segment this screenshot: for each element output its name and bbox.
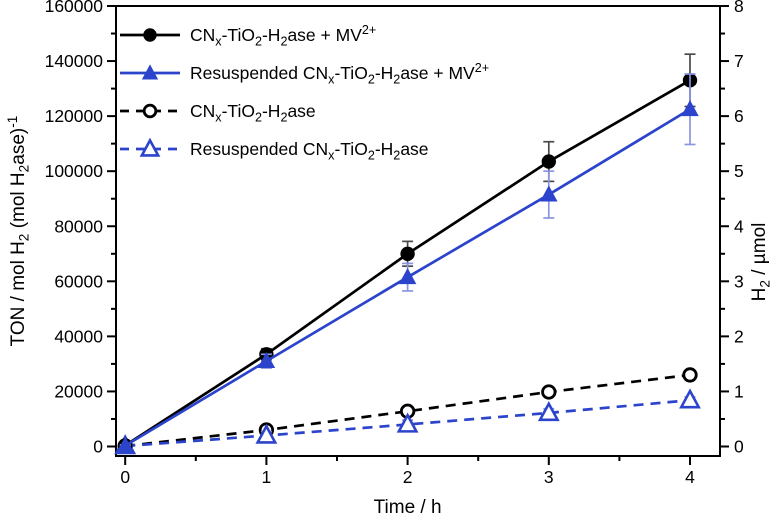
plot-frame — [115, 5, 721, 457]
y-right-tick-label: 8 — [734, 0, 744, 16]
y-right-tick-label: 7 — [734, 51, 744, 71]
data-point-marker — [139, 137, 161, 157]
x-axis-tick-label: 4 — [685, 467, 695, 487]
legend: CNx-TiO2-H2ase + MV2+ Resuspended CNx-TiO… — [120, 23, 489, 163]
y-right-tick-label: 0 — [734, 437, 744, 457]
data-point-marker — [143, 28, 157, 42]
series-cnx-tio2-h2ase — [117, 367, 698, 454]
y-right-tick-label: 5 — [734, 161, 744, 181]
y-right-tick-label: 1 — [734, 381, 744, 401]
legend-entry-resuspended-cnx-tio2-h2ase-mv: Resuspended CNx-TiO2-H2ase + MV2+ — [120, 61, 489, 87]
y-right-axis-title: H2 / µmol — [749, 223, 773, 302]
y-left-tick-label: 160000 — [45, 0, 104, 16]
data-point-marker — [537, 400, 560, 422]
data-point-marker — [681, 100, 699, 117]
legend-label: Resuspended CNx-TiO2-H2ase + MV2+ — [190, 61, 489, 87]
y-right-tick-label: 6 — [734, 106, 744, 126]
series-resuspended-cnx-tio2-h2ase-mv — [116, 73, 699, 453]
y-right-tick-label: 4 — [734, 216, 744, 236]
data-point-marker — [679, 388, 701, 409]
y-left-tick-label: 120000 — [45, 106, 104, 126]
y-left-tick-label: 80000 — [54, 216, 103, 236]
y-right-tick-label: 3 — [734, 271, 744, 291]
x-axis-tick-label: 0 — [120, 467, 130, 487]
data-point-marker — [540, 185, 558, 202]
y-left-tick-label: 100000 — [45, 161, 104, 181]
y-left-tick-label: 140000 — [45, 51, 104, 71]
data-point-marker — [682, 367, 698, 383]
data-point-marker — [400, 246, 415, 261]
y-left-axis-title: TON / mol H2 (mol H2ase)-1 — [5, 116, 32, 347]
series-line — [125, 398, 691, 448]
x-axis-title: Time / h — [374, 497, 442, 518]
x-axis-tick-label: 3 — [544, 467, 554, 487]
y-left-tick-label: 40000 — [54, 326, 103, 346]
x-axis-tick-label: 2 — [403, 467, 413, 487]
axes: 0 1 2 3 402000040000600008000010000012000014… — [45, 0, 744, 487]
data-point-marker — [141, 64, 159, 80]
data-point-marker — [541, 384, 557, 400]
x-axis-tick-label: 1 — [262, 467, 272, 487]
data-point-marker — [541, 154, 556, 169]
y-left-tick-label: 60000 — [54, 271, 103, 291]
legend-label: Resuspended CNx-TiO2-H2ase — [190, 139, 429, 163]
data-point-marker — [142, 103, 158, 119]
legend-entry-cnx-tio2-h2ase: CNx-TiO2-H2ase — [120, 101, 316, 125]
legend-entry-cnx-tio2-h2ase-mv: CNx-TiO2-H2ase + MV2+ — [120, 23, 376, 49]
data-point-marker — [398, 267, 417, 285]
series-line — [125, 373, 691, 448]
legend-entry-resuspended-cnx-tio2-h2ase: Resuspended CNx-TiO2-H2ase — [120, 137, 429, 163]
y-left-tick-label: 0 — [93, 437, 103, 457]
series-resuspended-cnx-tio2-h2ase — [114, 388, 701, 455]
y-right-tick-label: 2 — [734, 326, 744, 346]
legend-label: CNx-TiO2-H2ase + MV2+ — [190, 23, 376, 49]
data-point-marker — [257, 351, 276, 369]
data-point-marker — [255, 423, 278, 444]
y-left-tick-label: 20000 — [54, 381, 103, 401]
data-point-marker — [396, 412, 419, 433]
data-point-marker — [116, 436, 134, 453]
legend-label: CNx-TiO2-H2ase — [190, 101, 316, 125]
